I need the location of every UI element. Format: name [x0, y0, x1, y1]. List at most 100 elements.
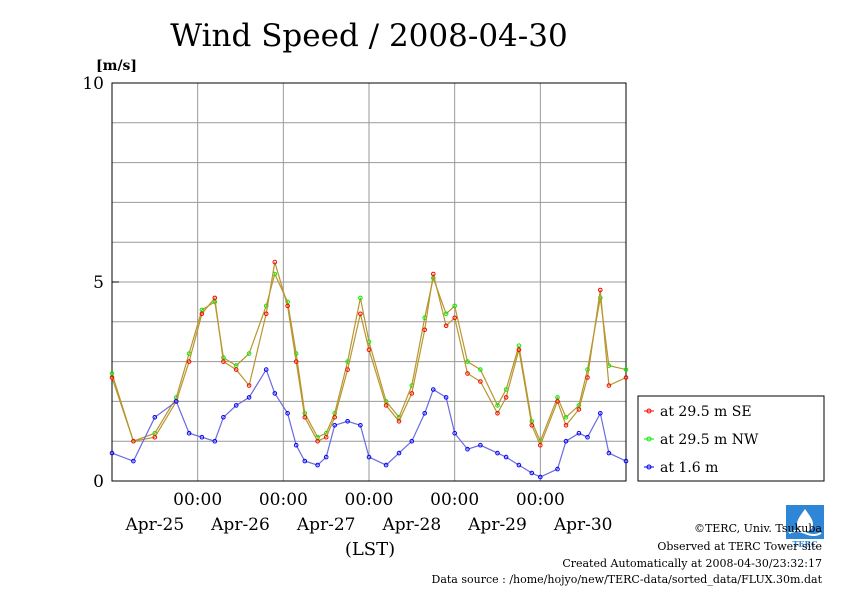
data-point: [598, 411, 603, 416]
series-0: [109, 259, 629, 448]
data-point: [495, 403, 500, 408]
logo-text: TERC: [792, 539, 817, 549]
y-tick-label: 5: [93, 273, 104, 293]
data-point: [383, 462, 389, 468]
data-point: [131, 458, 136, 464]
data-point: [199, 311, 205, 317]
terc-logo: TERC: [786, 505, 824, 549]
grid: [112, 83, 626, 481]
y-axis-unit: [m/s]: [96, 58, 137, 74]
data-point: [478, 379, 483, 384]
data-point: [503, 454, 509, 460]
data-point: [212, 295, 218, 301]
data-point: [109, 375, 115, 380]
x-date-label: Apr-28: [381, 515, 441, 535]
data-point: [323, 434, 329, 440]
data-point: [396, 419, 402, 424]
x-date-label: Apr-27: [296, 515, 356, 535]
data-point: [323, 454, 329, 460]
data-point: [443, 311, 449, 317]
data-point: [152, 434, 158, 440]
data-point: [623, 375, 629, 380]
data-point: [221, 359, 226, 364]
legend-label: at 29.5 m SE: [660, 404, 752, 420]
credit-copyright: ©TERC, Univ. Tsukuba: [694, 522, 822, 535]
data-point: [263, 311, 269, 317]
data-point: [302, 458, 308, 464]
data-point: [263, 367, 269, 372]
data-point: [109, 450, 115, 456]
data-point: [529, 423, 535, 428]
data-point: [186, 359, 192, 364]
data-point: [366, 454, 372, 460]
data-point: [431, 271, 436, 277]
data-point: [465, 371, 470, 376]
data-point: [315, 438, 320, 444]
data-point: [563, 438, 569, 444]
series-group: [109, 259, 629, 480]
data-point: [293, 442, 299, 448]
data-point: [538, 442, 543, 448]
data-point: [598, 287, 603, 293]
data-point: [503, 395, 509, 400]
legend-box: [637, 395, 825, 482]
data-point: [285, 303, 290, 309]
data-point: [358, 423, 363, 428]
data-point: [212, 438, 218, 444]
data-point: [422, 411, 428, 416]
data-point: [409, 391, 415, 396]
data-point: [366, 347, 372, 353]
data-point: [465, 446, 470, 452]
data-point: [131, 438, 136, 444]
data-point: [585, 434, 590, 440]
legend-marker: [646, 464, 652, 470]
data-point: [495, 411, 500, 416]
x-time-label: 00:00: [173, 490, 222, 510]
x-time-label: 00:00: [345, 490, 394, 510]
legend-marker: [646, 408, 652, 414]
data-point: [358, 295, 363, 301]
series-line: [111, 261, 627, 447]
data-point: [516, 462, 522, 468]
data-point: [495, 450, 500, 456]
data-point: [293, 359, 299, 364]
data-point: [555, 466, 560, 472]
data-point: [285, 411, 290, 416]
data-point: [152, 415, 158, 420]
axis-ticks: 0 5 10 00:00 00:00 00:00 00:00 00:00 Apr-25 Apr-2…: [82, 74, 612, 535]
data-point: [302, 415, 308, 420]
data-point: [246, 395, 252, 400]
data-point: [529, 470, 535, 476]
series-2: [109, 367, 629, 480]
data-point: [478, 367, 483, 372]
data-point: [576, 407, 582, 412]
x-time-label: 00:00: [516, 490, 565, 510]
x-date-label: Apr-26: [210, 515, 270, 535]
data-point: [443, 395, 449, 400]
data-point: [345, 419, 350, 424]
data-point: [358, 311, 363, 317]
data-point: [199, 434, 205, 440]
y-tick-label: 0: [93, 472, 104, 492]
data-point: [332, 423, 338, 428]
y-tick-label: 10: [82, 74, 104, 94]
data-point: [174, 399, 179, 404]
data-point: [409, 438, 415, 444]
data-point: [246, 351, 252, 356]
x-date-label: Apr-25: [124, 515, 184, 535]
x-date-label: Apr-30: [553, 515, 613, 535]
data-point: [538, 474, 543, 480]
data-point: [563, 415, 569, 420]
data-point: [576, 430, 582, 436]
data-point: [186, 430, 192, 436]
legend-marker: [646, 436, 652, 442]
data-point: [345, 367, 350, 372]
legend: at 29.5 m SE at 29.5 m NW at 1.6 m: [637, 395, 825, 482]
data-point: [623, 458, 629, 464]
data-point: [585, 375, 590, 380]
data-point: [452, 430, 458, 436]
credit-data-source: Data source : /home/hojyo/new/TERC-data/…: [432, 573, 823, 586]
data-point: [332, 415, 338, 420]
data-point: [422, 327, 428, 333]
data-point: [623, 367, 629, 372]
